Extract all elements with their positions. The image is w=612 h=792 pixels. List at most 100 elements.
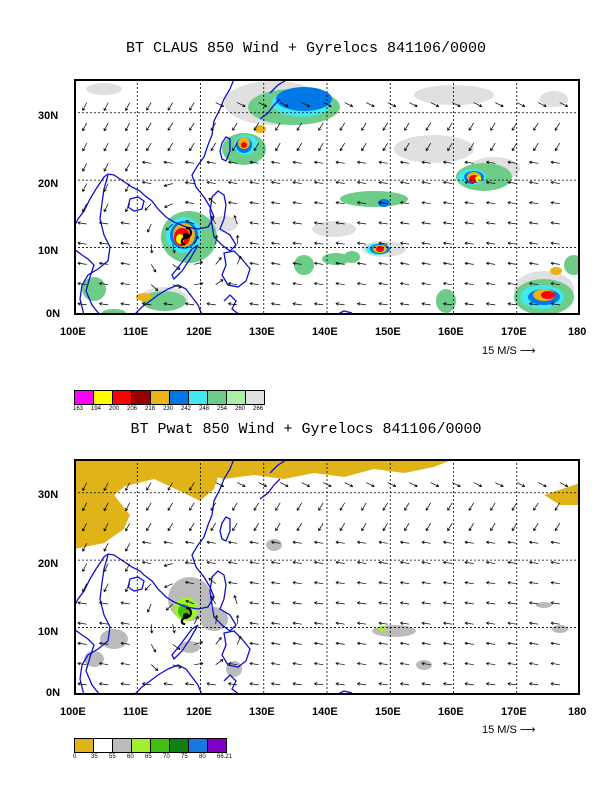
wind-vector (99, 601, 109, 605)
wind-vector (559, 102, 569, 108)
panel2-map (74, 459, 580, 695)
wind-vector (550, 682, 560, 686)
wind-vector (378, 302, 388, 306)
wind-vector (253, 122, 260, 131)
wind-vector (232, 142, 238, 152)
wind-vector (271, 160, 281, 165)
wind-vector (228, 201, 238, 205)
wind-vector (490, 502, 496, 511)
legend-swatch (226, 390, 246, 405)
wind-vector (507, 221, 517, 225)
wind-vector (464, 560, 474, 565)
legend-label: 0 (73, 754, 77, 760)
wind-vector (185, 560, 195, 565)
legend-label: 260 (235, 406, 246, 412)
wind-vector (357, 581, 367, 585)
coastline (79, 554, 111, 695)
wind-vector (382, 502, 389, 511)
wind-vector (314, 302, 324, 306)
wind-vector (378, 201, 388, 205)
legend-swatch (207, 738, 227, 753)
wind-vector (400, 241, 410, 245)
wind-vector (323, 482, 332, 488)
wind-vector (125, 543, 131, 552)
legend-label: 65 (145, 754, 152, 760)
wind-vector (533, 142, 539, 152)
wind-vector (443, 261, 453, 266)
wind-vector (361, 122, 367, 131)
wind-vector (529, 581, 539, 585)
wind-vector (378, 281, 388, 286)
wind-vector (314, 641, 324, 646)
wind-vector (425, 122, 432, 131)
legend-swatch (245, 390, 265, 405)
wind-vector (400, 661, 410, 666)
wind-vector (172, 644, 181, 650)
wind-vector (486, 601, 496, 605)
wind-vector (464, 201, 474, 205)
wind-vector (529, 160, 539, 165)
wind-vector (486, 661, 496, 666)
wind-vector (339, 122, 346, 131)
wind-vector (228, 682, 238, 686)
wind-vector (146, 223, 152, 233)
wind-vector (253, 142, 260, 152)
wind-vector (232, 122, 238, 131)
wind-vector (430, 102, 440, 108)
wind-vector (550, 180, 560, 185)
wind-vector (425, 502, 432, 511)
wind-vector (464, 221, 474, 225)
wind-vector (146, 522, 152, 532)
wind-vector (77, 241, 87, 245)
wind-vector (507, 682, 517, 686)
wind-vector (378, 661, 388, 666)
cloud-patch (550, 267, 562, 275)
wind-vector (167, 102, 173, 111)
coastline (209, 190, 237, 252)
wind-vector (550, 581, 560, 585)
wind-vector (249, 641, 259, 646)
legend-label: 80 (199, 754, 206, 760)
wind-vector (443, 241, 453, 245)
wind-vector (464, 241, 474, 245)
wind-vector (335, 261, 345, 266)
wind-vector (361, 502, 367, 511)
wind-vector (275, 142, 281, 152)
wind-vector (296, 142, 303, 152)
wind-vector (357, 180, 367, 185)
wind-vector (529, 221, 539, 225)
wind-vector (77, 281, 87, 286)
wind-vector (486, 621, 496, 625)
wind-vector (296, 122, 303, 131)
wind-vector (194, 260, 204, 265)
wind-vector (421, 281, 431, 286)
wind-vector (82, 522, 88, 532)
wind-vector (292, 601, 302, 605)
wind-vector (189, 102, 195, 111)
wind-vector (236, 635, 242, 645)
wind-vector (421, 261, 431, 266)
wind-vector (464, 180, 474, 185)
wind-vector (314, 560, 324, 565)
wind-vector (77, 641, 87, 646)
wind-vector (357, 621, 367, 625)
wind-vector (249, 581, 259, 585)
wind-vector (314, 581, 324, 585)
wind-vector (125, 563, 131, 572)
wind-vector (554, 502, 561, 511)
wind-vector (82, 203, 88, 213)
wind-vector (339, 522, 346, 532)
wind-vector (378, 160, 388, 165)
wind-vector (249, 241, 259, 245)
wind-vector (189, 122, 195, 131)
wind-vector (236, 255, 242, 265)
wind-vector (335, 621, 345, 625)
panel1-lat-10n: 10N (38, 245, 59, 257)
moist-air-patch (200, 607, 228, 631)
cloud-patch (322, 253, 350, 265)
wind-vector (214, 235, 219, 245)
wind-vector (357, 281, 367, 286)
panel2-lat-30n: 30N (38, 489, 59, 501)
wind-vector (357, 160, 367, 165)
coastline (171, 624, 199, 661)
